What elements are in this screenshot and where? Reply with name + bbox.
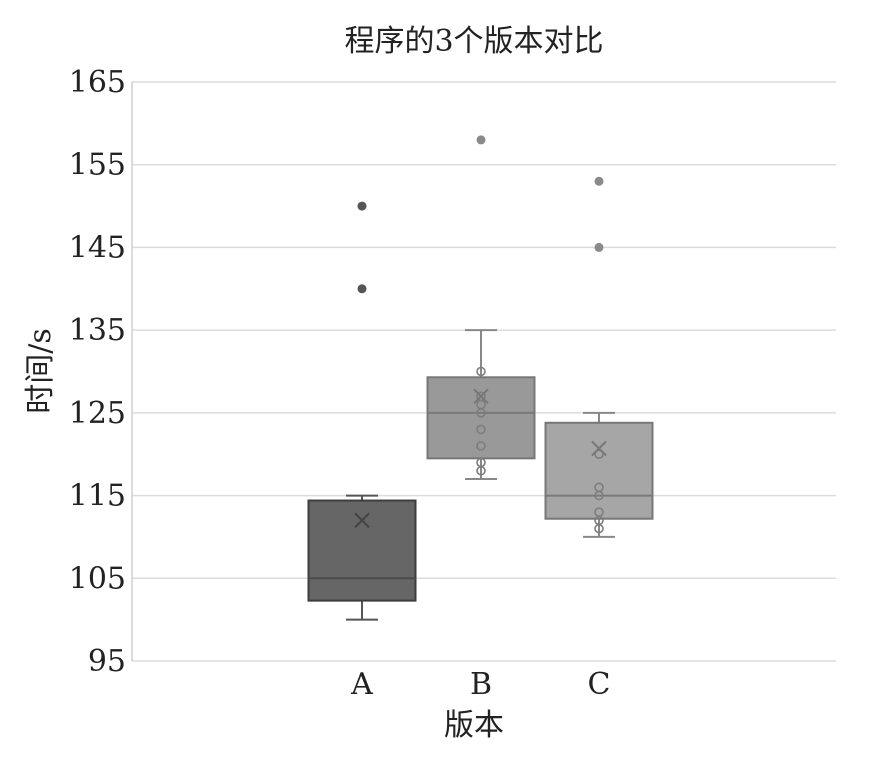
mean-marker	[354, 512, 370, 529]
box-iqr	[307, 499, 417, 602]
y-tick-label: 105	[69, 561, 126, 596]
y-axis-ticks: 95 105 115 125 135 145 155 165	[69, 65, 126, 679]
outlier-point	[357, 284, 367, 294]
box-A	[307, 201, 417, 621]
y-tick-label: 135	[69, 313, 126, 348]
outlier-point	[476, 135, 486, 145]
y-tick-label: 165	[69, 65, 126, 100]
y-tick-label: 115	[69, 479, 126, 514]
data-point	[476, 457, 486, 468]
data-point	[476, 424, 486, 435]
outlier-point	[594, 176, 604, 186]
y-tick-label: 95	[88, 644, 126, 679]
chart-title: 程序的3个版本对比	[344, 24, 603, 59]
x-tick-label: C	[588, 667, 611, 702]
y-axis-label: 时间/s	[23, 328, 58, 414]
box-B	[426, 135, 536, 481]
mean-marker	[473, 388, 489, 405]
data-point	[594, 507, 604, 517]
data-point	[476, 391, 486, 402]
box-iqr	[544, 421, 654, 520]
y-tick-label: 155	[69, 148, 126, 183]
x-tick-label: A	[350, 667, 373, 702]
data-point	[594, 449, 604, 460]
box-C	[544, 176, 654, 538]
box-iqr	[426, 376, 536, 460]
x-axis-label: 版本	[444, 708, 504, 743]
data-point	[594, 482, 604, 493]
data-point	[476, 441, 486, 451]
gridlines	[131, 81, 836, 662]
data-point	[476, 366, 486, 377]
outlier-point	[357, 201, 367, 211]
x-tick-label: B	[470, 667, 492, 702]
outlier-point	[594, 242, 604, 252]
y-tick-label: 145	[69, 230, 126, 265]
mean-marker	[591, 440, 607, 457]
x-axis-ticks: A B C	[350, 667, 610, 702]
box-series	[307, 135, 654, 621]
y-tick-label: 125	[69, 396, 126, 431]
